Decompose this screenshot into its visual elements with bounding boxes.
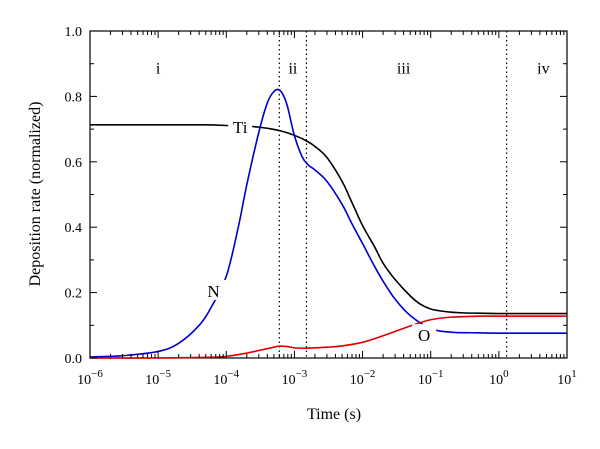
series-label-backing	[201, 279, 226, 300]
series-line-ti	[89, 124, 567, 315]
y-tick-label: 0.6	[65, 156, 83, 171]
y-axis: 0.0 0.2 0.4 0.6 0.8 1.0	[65, 25, 567, 367]
x-tick-label: 10−3	[282, 368, 308, 388]
plot-border	[89, 30, 568, 359]
x-tick-label: 10−1	[418, 368, 444, 388]
x-tick-label: 100	[489, 368, 509, 388]
plot-frame	[89, 30, 568, 359]
series-label-backing	[412, 324, 437, 345]
region-labels: i ii iii iv	[156, 61, 550, 78]
x-tick-label: 10−6	[77, 368, 103, 388]
x-tick-label: 10−5	[145, 368, 171, 388]
series-label-n: N	[207, 282, 219, 301]
series-label-backing	[228, 115, 253, 136]
x-tick-label: 10−4	[213, 368, 239, 388]
x-tick-label: 10−2	[350, 368, 376, 388]
region-label: iv	[537, 61, 549, 78]
series-line-o	[89, 315, 567, 359]
x-axis: 10−6 10−5 10−4 10−3 10−2 10−1 100 101	[77, 31, 577, 388]
series-label-o: O	[418, 326, 430, 345]
region-label: i	[156, 61, 161, 78]
region-dividers	[278, 31, 508, 358]
series-label-ti: Ti	[233, 118, 248, 137]
y-tick-label: 0.2	[65, 287, 83, 302]
series-line-n	[89, 88, 568, 358]
series-labels: Ti N O	[201, 115, 437, 345]
x-tick-label: 101	[557, 368, 577, 388]
y-tick-label: 1.0	[65, 25, 83, 40]
y-tick-label: 0.8	[65, 90, 83, 105]
region-label: ii	[288, 61, 297, 78]
x-axis-title: Time (s)	[307, 406, 361, 423]
series-layer	[89, 88, 568, 359]
y-tick-label: 0.4	[65, 221, 83, 236]
region-label: iii	[397, 61, 411, 78]
y-axis-title: Deposition rate (normalized)	[27, 102, 44, 287]
y-tick-label: 0.0	[65, 352, 83, 367]
